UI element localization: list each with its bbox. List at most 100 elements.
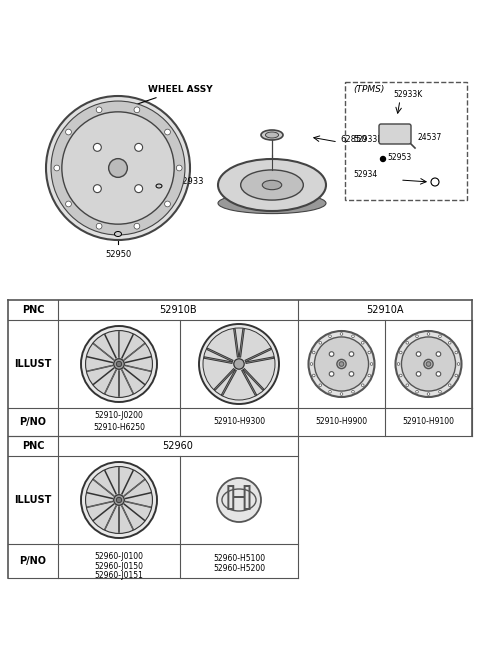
Circle shape (51, 101, 185, 235)
Text: P/NO: P/NO (20, 556, 47, 566)
Circle shape (455, 374, 457, 377)
Circle shape (135, 185, 143, 193)
Circle shape (81, 326, 157, 402)
Circle shape (66, 201, 72, 207)
Text: 62850: 62850 (340, 135, 367, 145)
Circle shape (416, 372, 421, 376)
Text: 52960: 52960 (163, 441, 193, 451)
Circle shape (81, 462, 157, 538)
Circle shape (448, 384, 451, 386)
Circle shape (309, 331, 374, 397)
Circle shape (234, 359, 244, 369)
Circle shape (340, 393, 343, 396)
Circle shape (114, 495, 124, 505)
Text: ILLUST: ILLUST (14, 495, 52, 505)
Circle shape (436, 351, 441, 356)
Circle shape (114, 359, 124, 369)
Circle shape (396, 331, 461, 397)
Circle shape (457, 363, 460, 365)
Circle shape (416, 390, 419, 393)
Text: 52933K: 52933K (393, 90, 422, 99)
Circle shape (448, 342, 451, 344)
Circle shape (62, 112, 174, 224)
Circle shape (349, 351, 354, 356)
Circle shape (340, 332, 343, 335)
Circle shape (416, 335, 419, 338)
Ellipse shape (240, 170, 303, 200)
Ellipse shape (262, 180, 282, 190)
Circle shape (116, 497, 121, 503)
Text: 52960-J0100: 52960-J0100 (95, 552, 144, 561)
Circle shape (85, 330, 153, 397)
Text: 52960-J0151: 52960-J0151 (95, 571, 144, 580)
FancyBboxPatch shape (379, 124, 411, 144)
Circle shape (439, 335, 441, 338)
Circle shape (319, 384, 322, 386)
Text: 52910A: 52910A (366, 305, 404, 315)
Circle shape (361, 384, 364, 386)
Circle shape (427, 332, 430, 335)
Circle shape (108, 158, 127, 177)
Ellipse shape (156, 184, 162, 188)
Circle shape (368, 351, 371, 354)
Circle shape (134, 107, 140, 112)
Circle shape (94, 143, 101, 151)
Text: PNC: PNC (22, 305, 44, 315)
Circle shape (406, 342, 408, 344)
Circle shape (310, 363, 313, 365)
Circle shape (314, 337, 369, 391)
Circle shape (339, 362, 344, 367)
Text: P/NO: P/NO (20, 417, 47, 427)
Circle shape (427, 393, 430, 396)
Circle shape (66, 129, 72, 135)
Circle shape (416, 351, 421, 356)
Circle shape (176, 165, 182, 171)
Circle shape (349, 372, 354, 376)
Ellipse shape (115, 231, 121, 237)
Text: 52910-H9900: 52910-H9900 (315, 417, 368, 426)
Circle shape (352, 335, 354, 338)
Circle shape (368, 374, 371, 377)
Circle shape (116, 361, 121, 367)
Circle shape (399, 374, 402, 377)
Circle shape (134, 223, 140, 229)
Circle shape (399, 351, 402, 354)
Text: 52910-H6250: 52910-H6250 (93, 424, 145, 432)
Circle shape (397, 363, 400, 365)
Circle shape (455, 351, 457, 354)
Text: 52910-H9100: 52910-H9100 (403, 417, 455, 426)
Text: 52960-H5100: 52960-H5100 (213, 554, 265, 563)
Text: 24537: 24537 (417, 133, 441, 142)
Text: ℍ: ℍ (224, 484, 254, 516)
Text: 52910-J0200: 52910-J0200 (95, 411, 144, 420)
Text: 52953: 52953 (387, 153, 411, 162)
Circle shape (436, 372, 441, 376)
Circle shape (85, 466, 153, 533)
Ellipse shape (218, 159, 326, 211)
Ellipse shape (265, 132, 278, 138)
Circle shape (426, 362, 431, 367)
Text: 52910B: 52910B (159, 305, 197, 315)
Text: (TPMS): (TPMS) (353, 85, 384, 94)
Text: ILLUST: ILLUST (14, 359, 52, 369)
Circle shape (337, 359, 346, 369)
Ellipse shape (218, 193, 326, 214)
Circle shape (406, 384, 408, 386)
Circle shape (94, 185, 101, 193)
Circle shape (370, 363, 373, 365)
Circle shape (319, 342, 322, 344)
Text: 52933: 52933 (177, 177, 204, 187)
Circle shape (352, 390, 354, 393)
Circle shape (439, 390, 441, 393)
Circle shape (135, 143, 143, 151)
Text: 52933D: 52933D (353, 135, 383, 144)
Circle shape (199, 324, 279, 404)
Circle shape (329, 351, 334, 356)
Text: 52950: 52950 (105, 250, 131, 259)
Circle shape (312, 351, 315, 354)
Circle shape (329, 372, 334, 376)
Ellipse shape (261, 130, 283, 140)
Circle shape (96, 107, 102, 112)
Text: 52960-H5200: 52960-H5200 (213, 564, 265, 573)
Text: 52960-J0150: 52960-J0150 (95, 562, 144, 571)
